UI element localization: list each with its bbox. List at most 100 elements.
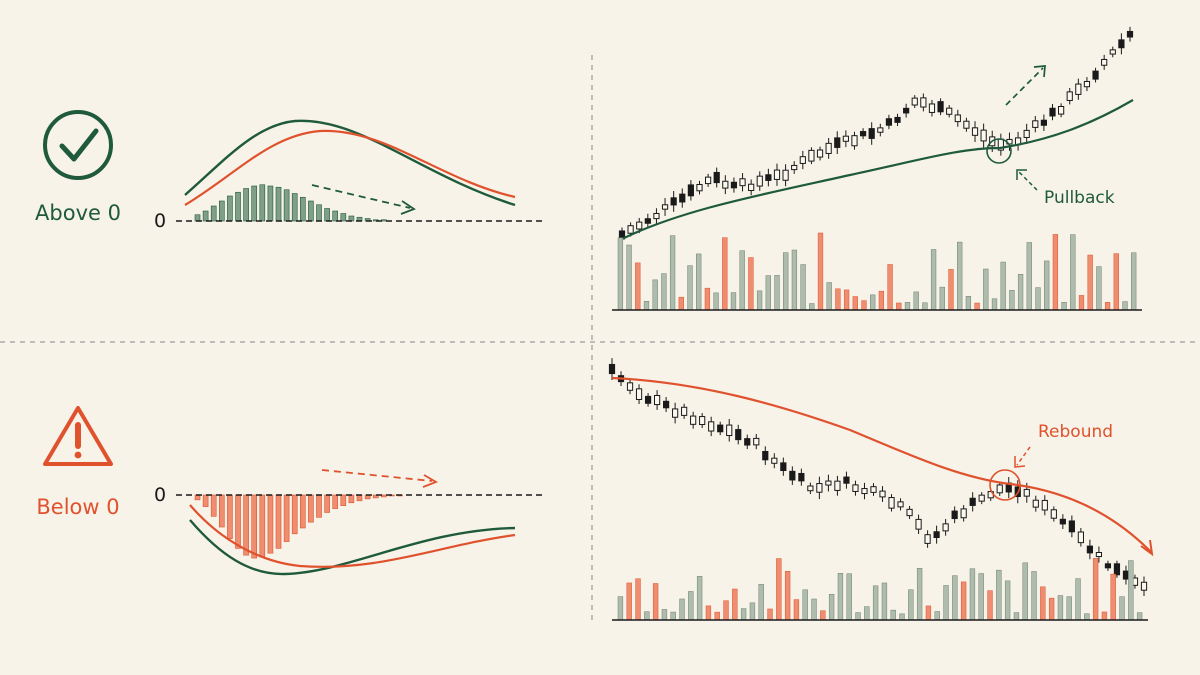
- downtrend-candle: [744, 438, 751, 446]
- downtrend-volume-bar: [740, 608, 747, 621]
- downtrend-volume-bar: [1004, 580, 1011, 621]
- downtrend-candle: [798, 472, 805, 482]
- downtrend-volume-bar: [714, 611, 720, 621]
- downtrend-candle: [708, 421, 715, 432]
- downtrend-volume-bar: [837, 573, 844, 621]
- histogram-bar: [227, 494, 233, 539]
- uptrend-candle: [644, 218, 651, 224]
- uptrend-candle: [1126, 30, 1134, 38]
- uptrend-candle: [722, 180, 729, 189]
- downtrend-candles: [608, 358, 1148, 597]
- downtrend-volume-bar: [916, 567, 923, 621]
- downtrend-candle: [672, 408, 679, 418]
- histogram-bar: [251, 494, 258, 559]
- downtrend-candle: [690, 415, 697, 425]
- histogram-bar: [348, 215, 355, 222]
- downtrend-volume-bar: [1092, 558, 1099, 621]
- downtrend-volume-bar: [943, 585, 949, 621]
- downtrend-candle: [789, 470, 796, 481]
- downtrend-candle: [852, 484, 859, 492]
- uptrend-candle: [696, 183, 703, 192]
- downtrend-candle: [1050, 509, 1057, 519]
- histogram-bar: [291, 494, 298, 535]
- downtrend-candle: [951, 510, 958, 520]
- downtrend-volume-bar: [1040, 586, 1046, 621]
- uptrend-candle: [705, 176, 712, 185]
- downtrend-volume-bar: [855, 612, 861, 621]
- uptrend-volume-bar: [1052, 234, 1059, 311]
- uptrend-candle: [928, 103, 936, 113]
- fading-arrow-top: [311, 184, 416, 215]
- warning-triangle-icon: [43, 406, 113, 466]
- downtrend-candle: [978, 494, 985, 502]
- uptrend-candle: [1075, 83, 1082, 95]
- uptrend-candle: [903, 107, 910, 114]
- downtrend-candle: [897, 501, 904, 508]
- downtrend-volume-bar: [670, 611, 676, 621]
- uptrend-volume-bar: [887, 264, 893, 311]
- histogram-bar: [227, 195, 233, 222]
- downtrend-volume-bar: [864, 606, 870, 621]
- pullback-label: Pullback: [1044, 188, 1115, 208]
- rebound-arrow: [1014, 446, 1031, 468]
- uptrend-candle: [773, 169, 781, 180]
- histogram-bar: [380, 494, 387, 498]
- downtrend-volume-bar: [1101, 611, 1108, 621]
- downtrend-candle: [834, 480, 841, 491]
- uptrend-candle: [851, 135, 858, 147]
- uptrend-volume-bar: [1070, 234, 1076, 311]
- uptrend-volume-bar: [1096, 266, 1102, 311]
- uptrend-candle: [980, 129, 987, 142]
- uptrend-volume-bar: [817, 232, 824, 311]
- uptrend-volume-bar: [626, 244, 632, 311]
- downtrend-volume-bar: [652, 583, 659, 621]
- downtrend-candle: [608, 363, 616, 375]
- uptrend-candle: [1049, 107, 1056, 117]
- uptrend-volume-bar: [687, 265, 693, 311]
- uptrend-volume-bar: [756, 290, 763, 311]
- uptrend-volume-bar: [1113, 253, 1119, 311]
- downtrend-volume-bar: [679, 598, 685, 621]
- uptrend-volume-bar: [835, 288, 841, 311]
- uptrend-candle: [937, 101, 944, 113]
- downtrend-candle: [924, 534, 931, 544]
- fading-arrow-bottom: [321, 469, 439, 488]
- histogram-bar: [283, 189, 290, 222]
- macd-line-top: [184, 119, 516, 207]
- uptrend-candle: [782, 169, 789, 181]
- uptrend-candle: [808, 149, 815, 162]
- downtrend-candle: [699, 416, 706, 426]
- uptrend-volume-bar: [730, 292, 737, 311]
- uptrend-candle: [1066, 91, 1073, 101]
- uptrend-volume-bar: [1104, 302, 1111, 311]
- uptrend-candle: [765, 174, 772, 181]
- uptrend-volume-bar: [922, 302, 928, 311]
- downtrend-arrowhead: [1140, 539, 1154, 557]
- uptrend-volume-bar: [957, 241, 963, 311]
- uptrend-candle: [653, 212, 660, 220]
- histogram-bar: [299, 494, 306, 529]
- downtrend-volume-bar: [881, 582, 888, 621]
- histogram-bar: [210, 494, 217, 517]
- downtrend-volume-bar: [626, 582, 632, 621]
- uptrend-candle: [868, 128, 875, 139]
- downtrend-volume-bar: [661, 609, 668, 621]
- downtrend-candle: [915, 518, 922, 530]
- downtrend-volume-bar: [749, 602, 756, 621]
- downtrend-volume-bar: [1128, 560, 1134, 621]
- histogram-bar: [275, 494, 282, 549]
- uptrend-candle: [963, 120, 970, 129]
- uptrend-candle: [920, 97, 927, 108]
- uptrend-volume-bar: [774, 275, 780, 311]
- uptrend-candle: [627, 225, 634, 234]
- downtrend-volume-bar: [1119, 596, 1125, 621]
- rebound-label: Rebound: [1038, 422, 1113, 442]
- histogram-bar: [219, 200, 225, 222]
- uptrend-volume-bar: [852, 296, 858, 311]
- uptrend-volume-bar: [783, 252, 789, 311]
- downtrend-volume-bar: [908, 589, 914, 621]
- uptrend-candle: [713, 171, 720, 184]
- uptrend-candle: [799, 156, 806, 164]
- below-zero-label: Below 0: [36, 495, 119, 519]
